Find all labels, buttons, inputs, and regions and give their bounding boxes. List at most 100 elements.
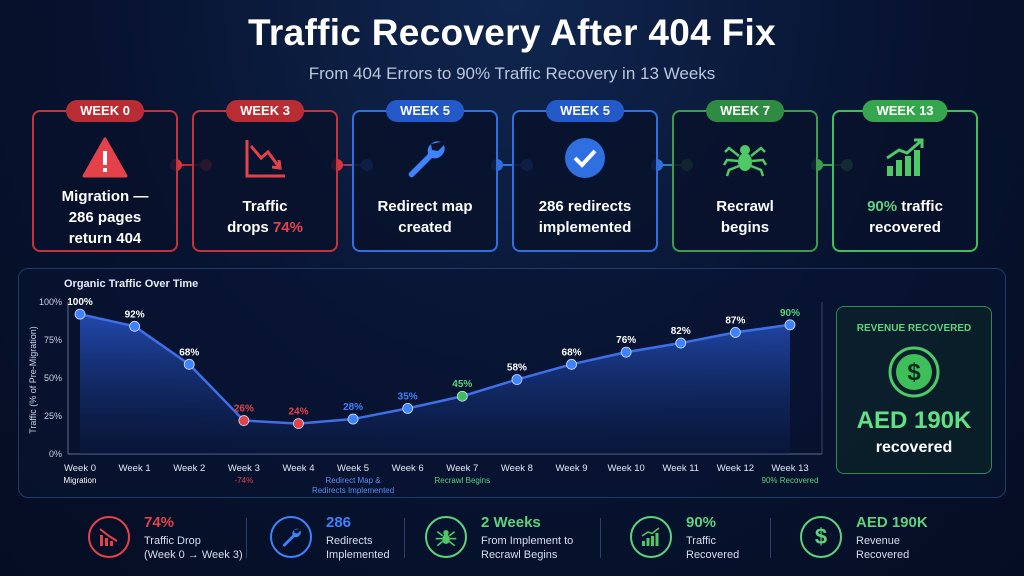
- trend-down-icon: [245, 140, 285, 178]
- data-point: [183, 358, 195, 370]
- data-point: [74, 308, 86, 320]
- dollar-icon: $: [800, 516, 842, 558]
- spider-icon: [722, 145, 768, 177]
- data-point: [511, 374, 523, 385]
- x-annotation: 90% Recovered: [762, 476, 819, 485]
- warning-icon: [82, 137, 128, 178]
- data-label: 26%: [234, 404, 254, 415]
- stat-label: (Week 0 → Week 3): [144, 549, 243, 561]
- milestone-text: 286 redirects implemented: [538, 198, 632, 236]
- x-tick-label: Week 10: [607, 463, 644, 474]
- stat-value: 286: [326, 514, 352, 531]
- wrench-icon: [408, 141, 445, 178]
- milestone-card-week-5-map: WEEK 5 Redirect map created: [352, 100, 498, 252]
- x-tick-label: Week 11: [662, 463, 699, 474]
- data-label: 35%: [398, 391, 418, 402]
- revenue-title: REVENUE RECOVERED: [856, 323, 972, 334]
- milestone-text: Recrawl begins: [716, 198, 774, 236]
- revenue-value: AED 190K: [856, 407, 972, 434]
- divider: [246, 518, 247, 558]
- stat-value: 90%: [686, 514, 717, 531]
- stat-value: 74%: [144, 514, 175, 531]
- trend-down-icon: [88, 516, 130, 558]
- page-title: Traffic Recovery After 404 Fix: [248, 12, 776, 53]
- chart-title: Organic Traffic Over Time: [64, 278, 199, 290]
- y-tick-label: 100%: [39, 297, 62, 307]
- svg-text:$: $: [907, 359, 921, 386]
- data-label: 90%: [780, 308, 800, 319]
- stat-label: Implemented: [326, 549, 390, 561]
- y-tick-label: 50%: [44, 373, 62, 383]
- x-tick-label: Week 2: [173, 463, 205, 474]
- x-tick-label: Week 6: [392, 463, 424, 474]
- x-tick-label: Week 0: [64, 463, 96, 474]
- x-annotation: Redirects Implemented: [312, 486, 394, 495]
- milestone-card-week-7: WEEK 7 Recrawl begins: [672, 100, 818, 252]
- data-point: [784, 319, 796, 331]
- data-label: 68%: [179, 347, 199, 358]
- data-point: [729, 326, 741, 338]
- dollar-icon: $: [888, 346, 940, 398]
- growth-chart-icon: [886, 138, 924, 176]
- page-subtitle: From 404 Errors to 90% Traffic Recovery …: [308, 64, 716, 83]
- data-label: 45%: [452, 379, 472, 390]
- x-tick-label: Week 5: [337, 463, 369, 474]
- data-label: 76%: [616, 335, 636, 346]
- data-label: 82%: [671, 326, 691, 337]
- divider: [600, 518, 601, 558]
- x-tick-label: Week 1: [119, 463, 151, 474]
- y-tick-label: 0%: [49, 449, 62, 459]
- week-badge: WEEK 0: [66, 100, 144, 122]
- stat-label: Recrawl Begins: [481, 549, 558, 561]
- data-label: 58%: [507, 363, 527, 374]
- milestone-text: Migration —286 pages return 404: [61, 187, 149, 247]
- milestone-card-week-0: WEEK 0 Migration —286 pages return 404: [32, 100, 178, 252]
- traffic-line: [79, 312, 791, 425]
- stat-label: Traffic Drop: [144, 535, 201, 547]
- week-badge: WEEK 13: [862, 100, 948, 122]
- milestone-card-week-3: WEEK 3 Traffic drops 74%: [192, 100, 338, 252]
- traffic-area: [80, 314, 790, 454]
- wrench-icon: [270, 516, 312, 558]
- x-tick-label: Week 7: [446, 463, 478, 474]
- x-annotation: Redirect Map &: [326, 476, 382, 485]
- divider: [770, 518, 771, 558]
- checkmark-icon: [565, 138, 605, 178]
- week-badge: WEEK 3: [226, 100, 304, 122]
- x-tick-label: Week 13: [771, 463, 808, 474]
- y-tick-label: 75%: [44, 335, 62, 345]
- data-point: [293, 418, 304, 430]
- milestone-text: 90% traffic recovered: [867, 198, 943, 236]
- data-point: [675, 337, 687, 349]
- x-tick-label: Week 9: [556, 463, 588, 474]
- x-tick-label: Week 4: [282, 463, 314, 474]
- x-tick-label: Week 12: [717, 463, 754, 474]
- data-label: 24%: [288, 407, 308, 418]
- stat-value: 2 Weeks: [481, 514, 541, 531]
- data-point: [238, 415, 250, 426]
- data-point: [566, 358, 577, 370]
- data-point: [402, 402, 414, 414]
- data-label: 68%: [562, 347, 582, 358]
- spider-icon: [425, 516, 467, 558]
- milestone-card-week-13: WEEK 13 90% traffic recovered: [832, 100, 978, 252]
- week-badge: WEEK 5: [546, 100, 624, 122]
- data-label: 28%: [343, 402, 363, 413]
- stat-label: Recovered: [686, 549, 740, 561]
- week-badge: WEEK 5: [386, 100, 464, 122]
- x-tick-label: Week 8: [501, 463, 533, 474]
- milestone-text: Traffic drops 74%: [227, 198, 303, 236]
- stat-label: From Implement to: [481, 535, 574, 547]
- week-badge: WEEK 7: [706, 100, 784, 122]
- stat-label: Revenue: [856, 535, 901, 547]
- divider: [404, 518, 405, 558]
- data-point: [347, 413, 359, 425]
- x-annotation: Migration: [64, 476, 97, 485]
- x-annotation: -74%: [235, 476, 254, 485]
- x-tick-label: Week 3: [228, 463, 260, 474]
- data-label: 87%: [725, 315, 745, 326]
- revenue-card: REVENUE RECOVERED $ AED 190K recovered: [836, 306, 992, 474]
- data-point: [620, 346, 632, 358]
- data-point: [129, 320, 141, 332]
- x-annotation: Recrawl Begins: [435, 476, 491, 485]
